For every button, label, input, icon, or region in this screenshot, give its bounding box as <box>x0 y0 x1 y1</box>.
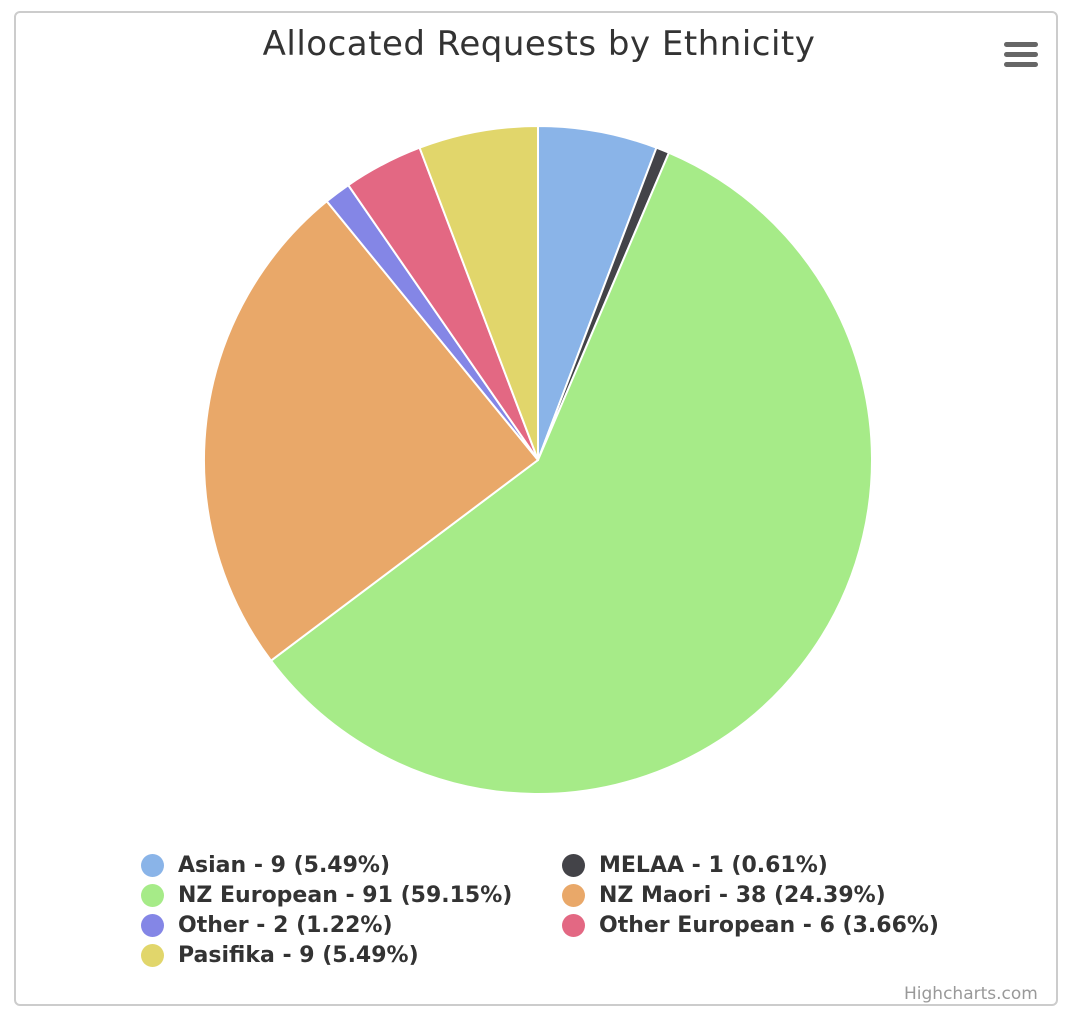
legend-item-pasifika[interactable]: Pasifika - 9 (5.49%) <box>141 943 419 968</box>
legend-label: Asian - 9 (5.49%) <box>178 853 391 878</box>
legend-label: Other European - 6 (3.66%) <box>599 913 939 938</box>
legend-symbol <box>141 944 164 967</box>
menu-bar-3 <box>1004 62 1038 67</box>
legend-symbol <box>141 914 164 937</box>
credits-link[interactable]: Highcharts.com <box>904 984 1038 1004</box>
menu-bar-1 <box>1004 42 1038 47</box>
legend-item-nz-european[interactable]: NZ European - 91 (59.15%) <box>141 883 512 908</box>
pie-slice-pasifika[interactable] <box>418 125 539 461</box>
legend-item-other-european[interactable]: Other European - 6 (3.66%) <box>562 913 939 938</box>
legend-item-melaa[interactable]: MELAA - 1 (0.61%) <box>562 853 828 878</box>
legend-label: MELAA - 1 (0.61%) <box>599 853 828 878</box>
chart-menu-icon[interactable] <box>1000 38 1040 72</box>
legend-item-other[interactable]: Other - 2 (1.22%) <box>141 913 393 938</box>
legend-label: NZ Maori - 38 (24.39%) <box>599 883 886 908</box>
legend-symbol <box>562 914 585 937</box>
legend-symbol <box>141 884 164 907</box>
legend-symbol <box>562 884 585 907</box>
pie-slice-nz-maori[interactable] <box>203 200 539 662</box>
pie-slice-nz-european[interactable] <box>269 151 873 795</box>
legend-item-nz-maori[interactable]: NZ Maori - 38 (24.39%) <box>562 883 886 908</box>
legend-item-asian[interactable]: Asian - 9 (5.49%) <box>141 853 390 878</box>
legend-label: NZ European - 91 (59.15%) <box>178 883 513 908</box>
legend-symbol <box>141 854 164 877</box>
menu-bar-2 <box>1004 52 1038 57</box>
legend-symbol <box>562 854 585 877</box>
legend-label: Other - 2 (1.22%) <box>178 913 393 938</box>
chart-title: Allocated Requests by Ethnicity <box>262 24 816 64</box>
legend-label: Pasifika - 9 (5.49%) <box>178 943 419 968</box>
